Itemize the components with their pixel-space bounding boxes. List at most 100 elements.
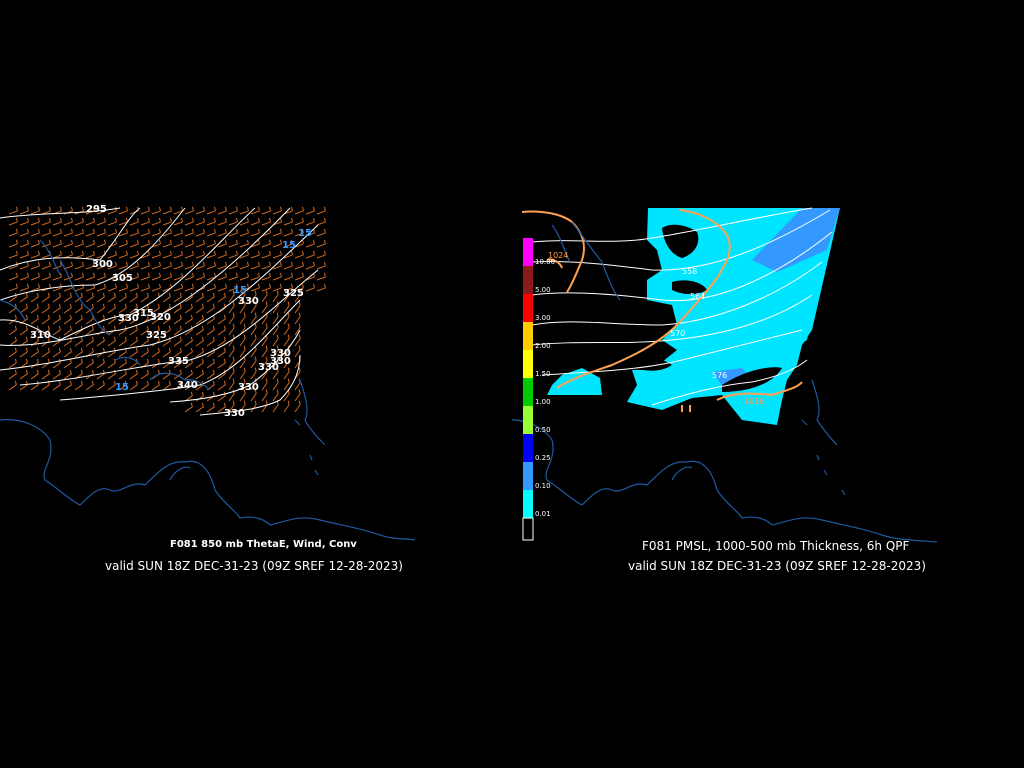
wind-barb-shaft [173, 254, 183, 259]
wind-barb-shaft [52, 287, 62, 292]
wind-barb-shaft [162, 243, 172, 248]
wind-barb-flag [243, 323, 246, 328]
wind-barb-shaft [272, 276, 282, 281]
isobar-labels: 1024 1016 [548, 251, 764, 406]
wind-barb-flag [92, 217, 95, 223]
wind-barb-flag [287, 356, 290, 361]
wind-barb-flag [191, 261, 194, 267]
wind-barb-flag [37, 206, 40, 212]
wind-barb-shaft [41, 384, 50, 391]
wind-barb-shaft [129, 351, 138, 358]
wind-barb-shaft [173, 296, 182, 303]
wind-barb-flag [124, 292, 127, 297]
wind-barb-flag [257, 283, 260, 289]
wind-barb-flag [91, 303, 94, 308]
wind-barb-flag [276, 301, 279, 306]
wind-barb-flag [146, 292, 149, 297]
wind-barb-shaft [184, 265, 194, 270]
wind-barb-shaft [41, 318, 50, 325]
wind-barb-flag [92, 250, 95, 256]
wind-barb-flag [146, 325, 149, 330]
wind-barb-flag [243, 312, 246, 317]
wind-barb-flag [147, 217, 150, 223]
wind-barb-flag [113, 347, 116, 352]
wind-barb-shaft [217, 406, 226, 413]
wind-barb-flag [243, 334, 246, 339]
wind-barb-shaft [129, 265, 139, 270]
wind-barb-shaft [261, 287, 271, 292]
wind-barb-shaft [30, 351, 39, 358]
wind-barb-shaft [217, 221, 227, 226]
wind-barb-shaft [129, 318, 138, 325]
wind-barb-flag [180, 206, 183, 212]
thetae-label: 295 [86, 204, 107, 215]
wind-barb-shaft [228, 294, 235, 303]
wind-barb-shaft [228, 338, 235, 347]
colorbar-swatch [523, 434, 533, 462]
wind-barb-flag [135, 292, 138, 297]
wind-barb-flag [69, 303, 72, 308]
wind-barb-flag [124, 325, 127, 330]
wind-barb-shaft [272, 327, 279, 336]
wind-barb-flag [36, 369, 39, 374]
wind-barb-flag [202, 261, 205, 267]
wind-barb-flag [169, 228, 172, 234]
wind-barb-flag [80, 292, 83, 297]
wind-barb-shaft [228, 371, 235, 380]
wind-barb-shaft [195, 395, 204, 402]
wind-barb-flag [102, 380, 105, 385]
wind-barb-flag [157, 380, 160, 385]
wind-barb-flag [191, 239, 194, 245]
wind-barb-shaft [217, 307, 226, 314]
wind-barb-flag [190, 336, 193, 341]
wind-barb-shaft [129, 287, 139, 292]
wind-barb-shaft [206, 243, 216, 248]
wind-barb-shaft [217, 232, 227, 237]
wind-barb-flag [257, 228, 260, 234]
wind-barb-flag [92, 261, 95, 267]
wind-barb-shaft [96, 210, 106, 215]
wind-barb-shaft [217, 243, 227, 248]
wind-barb-shaft [19, 232, 29, 237]
wind-barb-shaft [206, 340, 215, 347]
wind-barb-shaft [228, 404, 235, 413]
wind-barb-flag [146, 380, 149, 385]
wind-barb-flag [268, 239, 271, 245]
wind-barb-shaft [41, 296, 50, 303]
wind-barb-flag [301, 261, 304, 267]
wind-barb-flag [298, 400, 301, 405]
wind-barb-flag [102, 292, 105, 297]
wind-barb-flag [224, 239, 227, 245]
wind-barb-shaft [140, 232, 150, 237]
wind-barb-shaft [8, 351, 17, 358]
wind-barb-shaft [74, 340, 83, 347]
wind-barb-shaft [184, 307, 193, 314]
wind-barb-shaft [228, 254, 238, 259]
wind-barb-shaft [173, 221, 183, 226]
wind-barb-shaft [261, 404, 268, 413]
wind-barb-shaft [96, 287, 106, 292]
wind-barb-shaft [206, 296, 215, 303]
wind-barb-shaft [151, 351, 160, 358]
wind-barb-flag [47, 314, 50, 319]
wind-barb-shaft [283, 360, 290, 369]
wind-barb-shaft [195, 340, 204, 347]
wind-barb-flag [298, 301, 301, 306]
wind-barb-shaft [294, 316, 301, 325]
wind-barb-shaft [140, 265, 150, 270]
wind-barb-shaft [63, 340, 72, 347]
wind-barb-flag [232, 400, 235, 405]
wind-barb-shaft [184, 340, 193, 347]
wind-barb-flag [268, 206, 271, 212]
wind-barbs [8, 206, 326, 413]
wind-barb-flag [92, 272, 95, 278]
wind-barb-flag [15, 228, 18, 234]
wind-barb-flag [301, 206, 304, 212]
wind-barb-flag [235, 261, 238, 267]
wind-barb-flag [213, 239, 216, 245]
wind-barb-flag [92, 228, 95, 234]
wind-barb-shaft [140, 340, 149, 347]
wind-barb-shaft [151, 232, 161, 237]
wind-barb-shaft [294, 243, 304, 248]
pmsl-map: 1024 1016 558 564 570 576 10.00 5.00 3.00 2… [512, 207, 938, 543]
